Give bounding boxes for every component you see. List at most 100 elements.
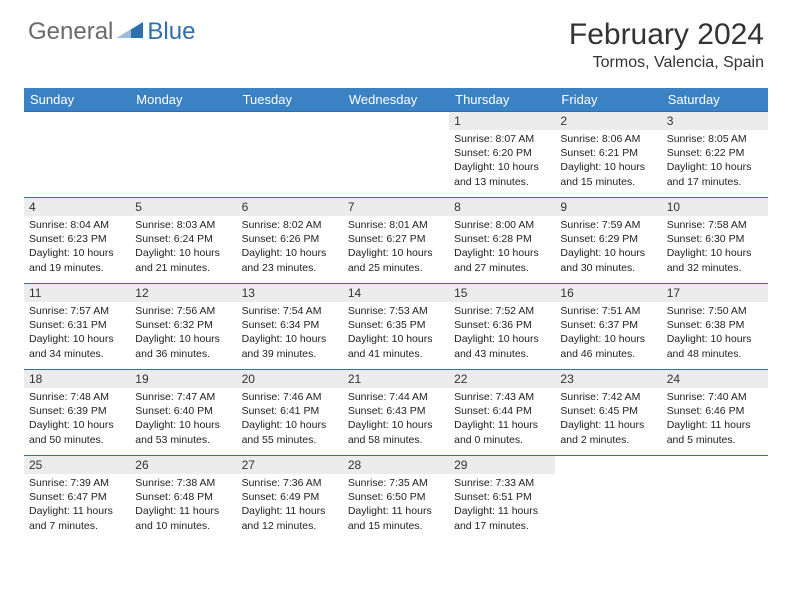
day-details: Sunrise: 8:00 AMSunset: 6:28 PMDaylight:…: [449, 216, 555, 279]
calendar-cell: [555, 456, 661, 542]
day-number: 11: [24, 284, 130, 302]
calendar-cell: 5Sunrise: 8:03 AMSunset: 6:24 PMDaylight…: [130, 198, 236, 284]
day-details: Sunrise: 7:39 AMSunset: 6:47 PMDaylight:…: [24, 474, 130, 537]
day-details: Sunrise: 8:01 AMSunset: 6:27 PMDaylight:…: [343, 216, 449, 279]
day-number: 28: [343, 456, 449, 474]
day-details: Sunrise: 7:46 AMSunset: 6:41 PMDaylight:…: [237, 388, 343, 451]
day-details: Sunrise: 8:04 AMSunset: 6:23 PMDaylight:…: [24, 216, 130, 279]
day-number: 23: [555, 370, 661, 388]
calendar-body: 1Sunrise: 8:07 AMSunset: 6:20 PMDaylight…: [24, 112, 768, 542]
day-number: 14: [343, 284, 449, 302]
day-number: 22: [449, 370, 555, 388]
day-number: 9: [555, 198, 661, 216]
brand-text-1: General: [28, 18, 113, 46]
calendar-week-row: 11Sunrise: 7:57 AMSunset: 6:31 PMDayligh…: [24, 284, 768, 370]
day-number: 19: [130, 370, 236, 388]
day-number: 27: [237, 456, 343, 474]
calendar-cell: 16Sunrise: 7:51 AMSunset: 6:37 PMDayligh…: [555, 284, 661, 370]
weekday-header: Thursday: [449, 88, 555, 112]
day-number: 21: [343, 370, 449, 388]
calendar-cell: 8Sunrise: 8:00 AMSunset: 6:28 PMDaylight…: [449, 198, 555, 284]
day-details: Sunrise: 8:07 AMSunset: 6:20 PMDaylight:…: [449, 130, 555, 193]
weekday-header: Wednesday: [343, 88, 449, 112]
day-details: Sunrise: 7:47 AMSunset: 6:40 PMDaylight:…: [130, 388, 236, 451]
day-number: 24: [662, 370, 768, 388]
day-details: Sunrise: 7:52 AMSunset: 6:36 PMDaylight:…: [449, 302, 555, 365]
calendar-cell: 17Sunrise: 7:50 AMSunset: 6:38 PMDayligh…: [662, 284, 768, 370]
day-details: Sunrise: 7:40 AMSunset: 6:46 PMDaylight:…: [662, 388, 768, 451]
day-details: Sunrise: 7:35 AMSunset: 6:50 PMDaylight:…: [343, 474, 449, 537]
weekday-header: Tuesday: [237, 88, 343, 112]
month-title: February 2024: [569, 18, 764, 52]
calendar-cell: 24Sunrise: 7:40 AMSunset: 6:46 PMDayligh…: [662, 370, 768, 456]
calendar-cell: 25Sunrise: 7:39 AMSunset: 6:47 PMDayligh…: [24, 456, 130, 542]
day-number: 12: [130, 284, 236, 302]
day-number: 16: [555, 284, 661, 302]
day-details: Sunrise: 7:38 AMSunset: 6:48 PMDaylight:…: [130, 474, 236, 537]
calendar-cell: 6Sunrise: 8:02 AMSunset: 6:26 PMDaylight…: [237, 198, 343, 284]
calendar-cell: [237, 112, 343, 198]
calendar-cell: 10Sunrise: 7:58 AMSunset: 6:30 PMDayligh…: [662, 198, 768, 284]
title-block: February 2024 Tormos, Valencia, Spain: [569, 18, 764, 72]
day-number: 26: [130, 456, 236, 474]
calendar-cell: 27Sunrise: 7:36 AMSunset: 6:49 PMDayligh…: [237, 456, 343, 542]
weekday-header: Sunday: [24, 88, 130, 112]
day-number: 29: [449, 456, 555, 474]
calendar-cell: 1Sunrise: 8:07 AMSunset: 6:20 PMDaylight…: [449, 112, 555, 198]
weekday-header: Monday: [130, 88, 236, 112]
day-number: 7: [343, 198, 449, 216]
calendar-cell: 19Sunrise: 7:47 AMSunset: 6:40 PMDayligh…: [130, 370, 236, 456]
day-number: 4: [24, 198, 130, 216]
day-number: 10: [662, 198, 768, 216]
calendar-cell: 20Sunrise: 7:46 AMSunset: 6:41 PMDayligh…: [237, 370, 343, 456]
calendar-cell: 12Sunrise: 7:56 AMSunset: 6:32 PMDayligh…: [130, 284, 236, 370]
calendar-cell: 9Sunrise: 7:59 AMSunset: 6:29 PMDaylight…: [555, 198, 661, 284]
day-details: Sunrise: 7:56 AMSunset: 6:32 PMDaylight:…: [130, 302, 236, 365]
calendar-week-row: 18Sunrise: 7:48 AMSunset: 6:39 PMDayligh…: [24, 370, 768, 456]
calendar-cell: 26Sunrise: 7:38 AMSunset: 6:48 PMDayligh…: [130, 456, 236, 542]
day-details: Sunrise: 7:54 AMSunset: 6:34 PMDaylight:…: [237, 302, 343, 365]
day-number: 13: [237, 284, 343, 302]
day-details: Sunrise: 7:36 AMSunset: 6:49 PMDaylight:…: [237, 474, 343, 537]
calendar-cell: 22Sunrise: 7:43 AMSunset: 6:44 PMDayligh…: [449, 370, 555, 456]
day-number: 8: [449, 198, 555, 216]
calendar-cell: 11Sunrise: 7:57 AMSunset: 6:31 PMDayligh…: [24, 284, 130, 370]
location-text: Tormos, Valencia, Spain: [569, 54, 764, 72]
day-details: Sunrise: 7:43 AMSunset: 6:44 PMDaylight:…: [449, 388, 555, 451]
calendar-cell: 18Sunrise: 7:48 AMSunset: 6:39 PMDayligh…: [24, 370, 130, 456]
day-details: Sunrise: 7:53 AMSunset: 6:35 PMDaylight:…: [343, 302, 449, 365]
page-header: General Blue February 2024 Tormos, Valen…: [0, 0, 792, 80]
day-details: Sunrise: 7:59 AMSunset: 6:29 PMDaylight:…: [555, 216, 661, 279]
day-details: Sunrise: 8:02 AMSunset: 6:26 PMDaylight:…: [237, 216, 343, 279]
calendar-cell: 21Sunrise: 7:44 AMSunset: 6:43 PMDayligh…: [343, 370, 449, 456]
weekday-header-row: SundayMondayTuesdayWednesdayThursdayFrid…: [24, 88, 768, 112]
calendar-cell: 23Sunrise: 7:42 AMSunset: 6:45 PMDayligh…: [555, 370, 661, 456]
calendar-cell: [343, 112, 449, 198]
calendar-cell: 3Sunrise: 8:05 AMSunset: 6:22 PMDaylight…: [662, 112, 768, 198]
day-details: Sunrise: 7:58 AMSunset: 6:30 PMDaylight:…: [662, 216, 768, 279]
day-details: Sunrise: 7:42 AMSunset: 6:45 PMDaylight:…: [555, 388, 661, 451]
day-number: 2: [555, 112, 661, 130]
day-number: 20: [237, 370, 343, 388]
day-details: Sunrise: 7:57 AMSunset: 6:31 PMDaylight:…: [24, 302, 130, 365]
calendar-cell: [662, 456, 768, 542]
day-number: 5: [130, 198, 236, 216]
calendar-cell: 4Sunrise: 8:04 AMSunset: 6:23 PMDaylight…: [24, 198, 130, 284]
day-number: 6: [237, 198, 343, 216]
calendar-cell: 28Sunrise: 7:35 AMSunset: 6:50 PMDayligh…: [343, 456, 449, 542]
calendar-week-row: 1Sunrise: 8:07 AMSunset: 6:20 PMDaylight…: [24, 112, 768, 198]
brand-triangle-icon: [117, 20, 145, 45]
calendar-cell: [130, 112, 236, 198]
calendar-cell: 2Sunrise: 8:06 AMSunset: 6:21 PMDaylight…: [555, 112, 661, 198]
calendar-table: SundayMondayTuesdayWednesdayThursdayFrid…: [24, 88, 768, 542]
day-number: 15: [449, 284, 555, 302]
brand-text-2: Blue: [147, 18, 195, 46]
calendar-week-row: 4Sunrise: 8:04 AMSunset: 6:23 PMDaylight…: [24, 198, 768, 284]
day-number: 3: [662, 112, 768, 130]
day-details: Sunrise: 7:48 AMSunset: 6:39 PMDaylight:…: [24, 388, 130, 451]
day-number: 18: [24, 370, 130, 388]
calendar-cell: 13Sunrise: 7:54 AMSunset: 6:34 PMDayligh…: [237, 284, 343, 370]
weekday-header: Friday: [555, 88, 661, 112]
day-number: 25: [24, 456, 130, 474]
calendar-week-row: 25Sunrise: 7:39 AMSunset: 6:47 PMDayligh…: [24, 456, 768, 542]
